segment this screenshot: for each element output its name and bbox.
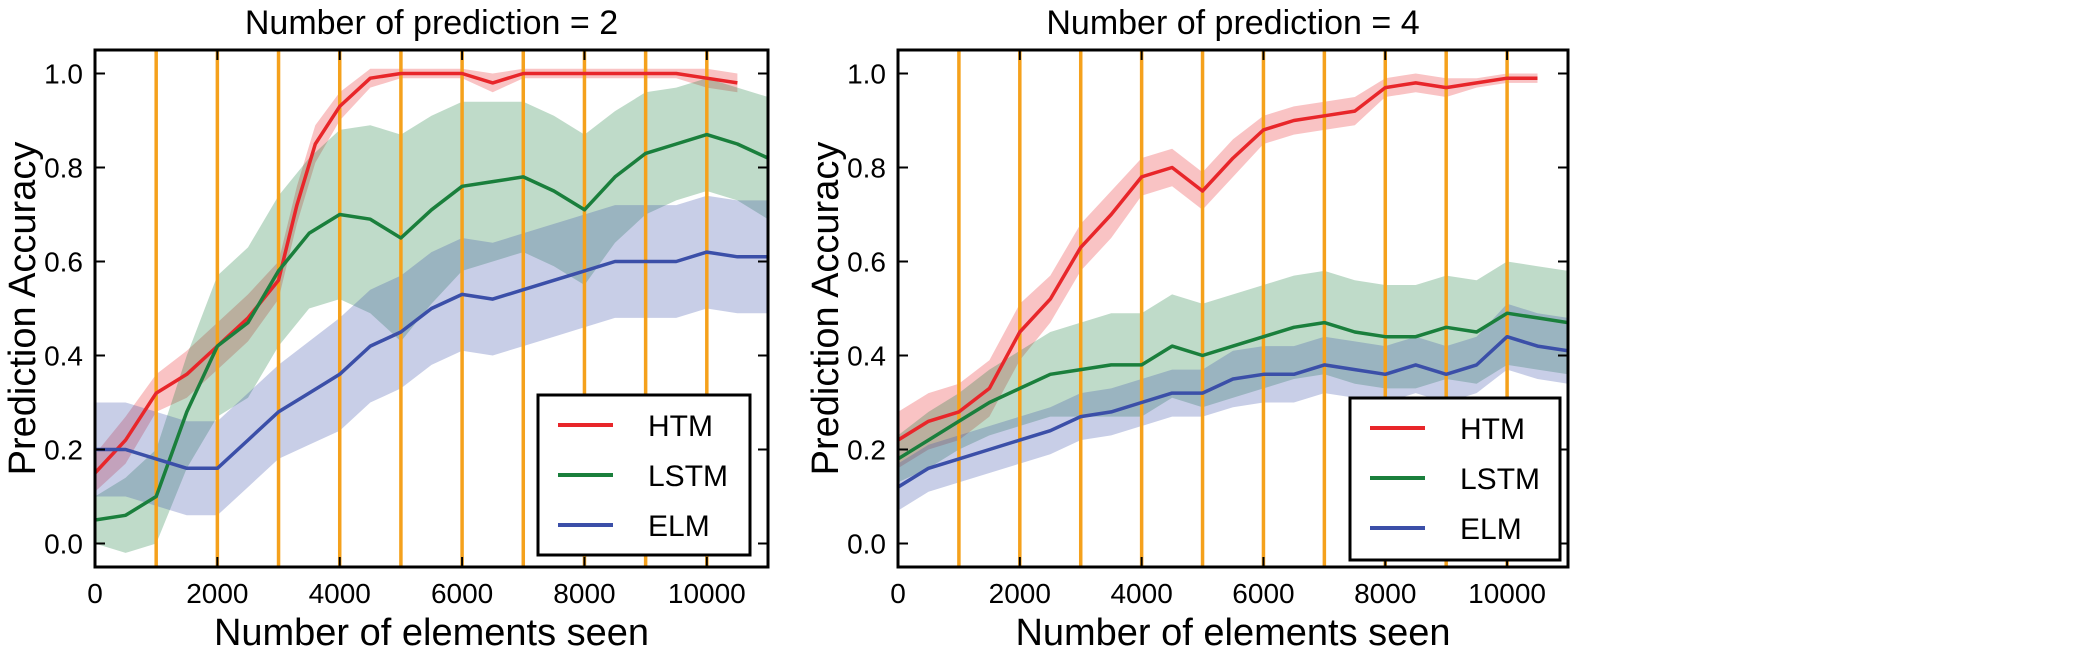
y-tick-label: 1.0 <box>847 59 886 90</box>
legend: HTM LSTM ELM <box>1348 396 1562 562</box>
x-tick-label: 6000 <box>1232 578 1294 609</box>
series-line-elm <box>898 334 1568 489</box>
legend-label-lstm: LSTM <box>648 460 728 493</box>
chart-panel-prediction-2: 0 2000 4000 6000 8000 10000 0.0 0.2 0.4 0.6 0.8 1.0… <box>2 4 770 654</box>
x-tick-label: 10000 <box>1468 578 1546 609</box>
chart-panel-prediction-4: 0 2000 4000 6000 8000 10000 0.0 0.2 0.4 0.6 0.8 1.0… <box>805 4 1570 654</box>
legend-label-htm: HTM <box>648 410 713 443</box>
confidence-band-lstm <box>898 261 1568 483</box>
legend-label-lstm: LSTM <box>1460 463 1540 496</box>
confidence-band-htm <box>898 73 1538 469</box>
x-tick-label: 4000 <box>309 578 371 609</box>
y-tick-label: 0.4 <box>847 341 886 372</box>
series-line-lstm <box>898 311 1568 461</box>
x-tick-label: 8000 <box>553 578 615 609</box>
y-tick-label: 0.0 <box>847 529 886 560</box>
x-tick-label: 2000 <box>186 578 248 609</box>
y-tick-label: 0.6 <box>847 247 886 278</box>
x-tick-label: 8000 <box>1354 578 1416 609</box>
y-tick-label: 1.0 <box>44 59 83 90</box>
axes-frame <box>93 48 770 569</box>
plot-area <box>898 50 1568 567</box>
x-tick-label: 0 <box>87 578 103 609</box>
chart-title: Number of prediction = 2 <box>245 4 618 42</box>
legend-label-htm: HTM <box>1460 413 1525 446</box>
y-tick-label: 0.2 <box>847 435 886 466</box>
series-line-elm <box>95 250 768 471</box>
y-axis-label: Prediction Accuracy <box>2 142 44 476</box>
y-tick-label: 0.0 <box>44 529 83 560</box>
x-axis-label: Number of elements seen <box>214 612 649 654</box>
x-tick-label: 10000 <box>668 578 746 609</box>
y-tick-label: 0.8 <box>44 153 83 184</box>
series-line-htm <box>898 76 1538 442</box>
y-tick-label: 0.8 <box>847 153 886 184</box>
legend-label-elm: ELM <box>648 510 710 543</box>
y-tick-label: 0.4 <box>44 341 83 372</box>
x-tick-label: 6000 <box>431 578 493 609</box>
legend: HTM LSTM ELM <box>536 393 752 557</box>
confidence-band-lstm <box>95 78 768 553</box>
x-tick-label: 4000 <box>1110 578 1172 609</box>
y-tick-label: 0.6 <box>44 247 83 278</box>
y-tick-label: 0.2 <box>44 435 83 466</box>
legend-label-elm: ELM <box>1460 513 1522 546</box>
x-tick-label: 0 <box>890 578 906 609</box>
axes-frame <box>896 48 1570 569</box>
x-tick-label: 2000 <box>989 578 1051 609</box>
x-axis-label: Number of elements seen <box>1015 612 1450 654</box>
confidence-band-elm <box>95 195 768 516</box>
confidence-band-elm <box>898 303 1568 511</box>
chart-title: Number of prediction = 4 <box>1046 4 1419 42</box>
y-axis-label: Prediction Accuracy <box>805 142 847 476</box>
series-line-htm <box>95 71 738 475</box>
series-line-lstm <box>95 132 768 522</box>
